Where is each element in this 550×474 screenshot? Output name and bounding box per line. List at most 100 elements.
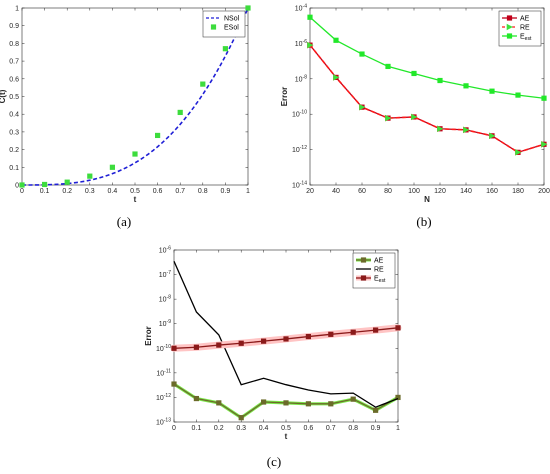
y-tick-label: 10-12 [292, 145, 307, 154]
x-tick-label: 80 [384, 188, 392, 195]
y-tick-label: 10-14 [292, 181, 307, 190]
y-tick-label: 0 [15, 183, 19, 190]
legend-label: ESol [224, 24, 239, 31]
data-point-overlay [489, 132, 496, 140]
caption: (a) [117, 214, 131, 229]
caption: (b) [416, 214, 431, 229]
legend-label: Eest [520, 33, 532, 42]
data-point [132, 151, 138, 157]
data-point [437, 77, 443, 84]
data-point [515, 92, 521, 98]
data-point-overlay [541, 141, 548, 148]
data-point [261, 338, 267, 344]
series-ae [171, 381, 401, 421]
y-tick-label: 10-10 [292, 110, 307, 119]
x-axis-label: t [134, 195, 137, 204]
x-tick-label: 60 [358, 188, 366, 195]
data-point [489, 88, 495, 94]
data-point [200, 81, 206, 87]
y-tick-label: 10-13 [156, 418, 171, 427]
x-tick-label: 0.8 [198, 188, 208, 195]
x-tick-label: 120 [434, 188, 446, 195]
legend-box [352, 252, 396, 289]
legend-swatch-marker [210, 24, 217, 30]
y-axis-label: C(t) [0, 89, 7, 103]
data-point [328, 401, 334, 407]
data-point [350, 329, 356, 335]
x-tick-label: 0.2 [214, 425, 224, 432]
data-point [64, 179, 70, 185]
x-tick-label: 0.6 [304, 425, 314, 432]
x-tick-label: 0.4 [108, 188, 118, 195]
series-e-est [170, 324, 402, 352]
data-point [238, 340, 244, 346]
data-point-overlay [515, 149, 522, 156]
legend-box [202, 10, 246, 38]
series-re [307, 41, 548, 156]
x-tick-label: 0.7 [175, 188, 185, 195]
data-point [283, 400, 289, 406]
x-tick-label: 0.5 [281, 425, 291, 432]
data-point [359, 51, 365, 57]
y-tick-label: 0.4 [9, 112, 19, 119]
legend-label: Eest [374, 275, 386, 284]
legend-swatch-marker [506, 33, 513, 39]
legend-label: NSol [224, 15, 240, 22]
data-point [463, 83, 469, 89]
data-point [109, 164, 115, 170]
data-point [193, 344, 199, 350]
y-tick-label: 10-9 [159, 319, 171, 328]
data-point [87, 173, 93, 179]
data-point [171, 381, 177, 387]
y-tick-label: 0.9 [9, 23, 19, 30]
legend: NSol ESol [202, 10, 246, 38]
chart-2: 0 0.1 0.2 0.3 0.4 0.5 0.6 0.7 0.8 0.9 1 10-13 10-12 1… [144, 246, 402, 469]
y-axis-label: Error [144, 326, 153, 346]
legend: AE RE Eest [352, 252, 396, 289]
series-line [309, 44, 545, 154]
series-esol [19, 5, 251, 188]
series-e-est [307, 14, 547, 101]
legend-label: RE [520, 24, 530, 31]
y-tick-label: 10-4 [295, 4, 307, 13]
x-tick-label: 0.9 [221, 188, 231, 195]
chart-0: 0 0.1 0.2 0.3 0.4 0.5 0.6 0.7 0.8 0.9 1 0 0.1 0.2 0.3 0… [0, 5, 251, 229]
x-tick-label: 0.9 [371, 425, 381, 432]
x-tick-label: 40 [332, 188, 340, 195]
series-line [22, 7, 249, 186]
y-tick-label: 10-6 [159, 246, 171, 255]
chart-1: 20 40 60 80 100 120 140 160 180 200 10-14 10-12 10-1… [280, 4, 550, 230]
y-tick-label: 1 [15, 6, 19, 13]
data-point [328, 331, 334, 337]
data-point [283, 336, 289, 342]
data-point [305, 333, 311, 340]
x-tick-label: 0.8 [348, 425, 358, 432]
data-point [411, 70, 417, 77]
data-point [373, 407, 379, 413]
series-line [309, 16, 545, 99]
y-tick-label: 0.5 [9, 94, 19, 101]
legend-swatch-marker [360, 275, 367, 281]
data-point-overlay [437, 125, 444, 132]
data-point [350, 396, 356, 402]
data-point [261, 399, 267, 405]
data-point [42, 181, 48, 188]
data-point [155, 132, 161, 139]
x-tick-label: 20 [306, 188, 314, 195]
data-point [238, 415, 244, 421]
data-point [395, 394, 401, 401]
series-re [173, 260, 399, 408]
data-point [177, 109, 183, 116]
y-tick-label: 0.7 [9, 59, 19, 66]
x-tick-label: 0.3 [236, 425, 246, 432]
x-tick-label: 0.5 [130, 188, 140, 195]
y-tick-label: 0.8 [9, 41, 19, 48]
data-point [307, 14, 313, 20]
y-tick-label: 10-10 [156, 344, 171, 353]
data-point [171, 345, 177, 351]
data-point [216, 400, 222, 406]
data-point [395, 325, 401, 331]
x-axis-label: t [285, 432, 288, 441]
y-tick-label: 10-11 [156, 368, 171, 377]
data-point [216, 342, 222, 348]
